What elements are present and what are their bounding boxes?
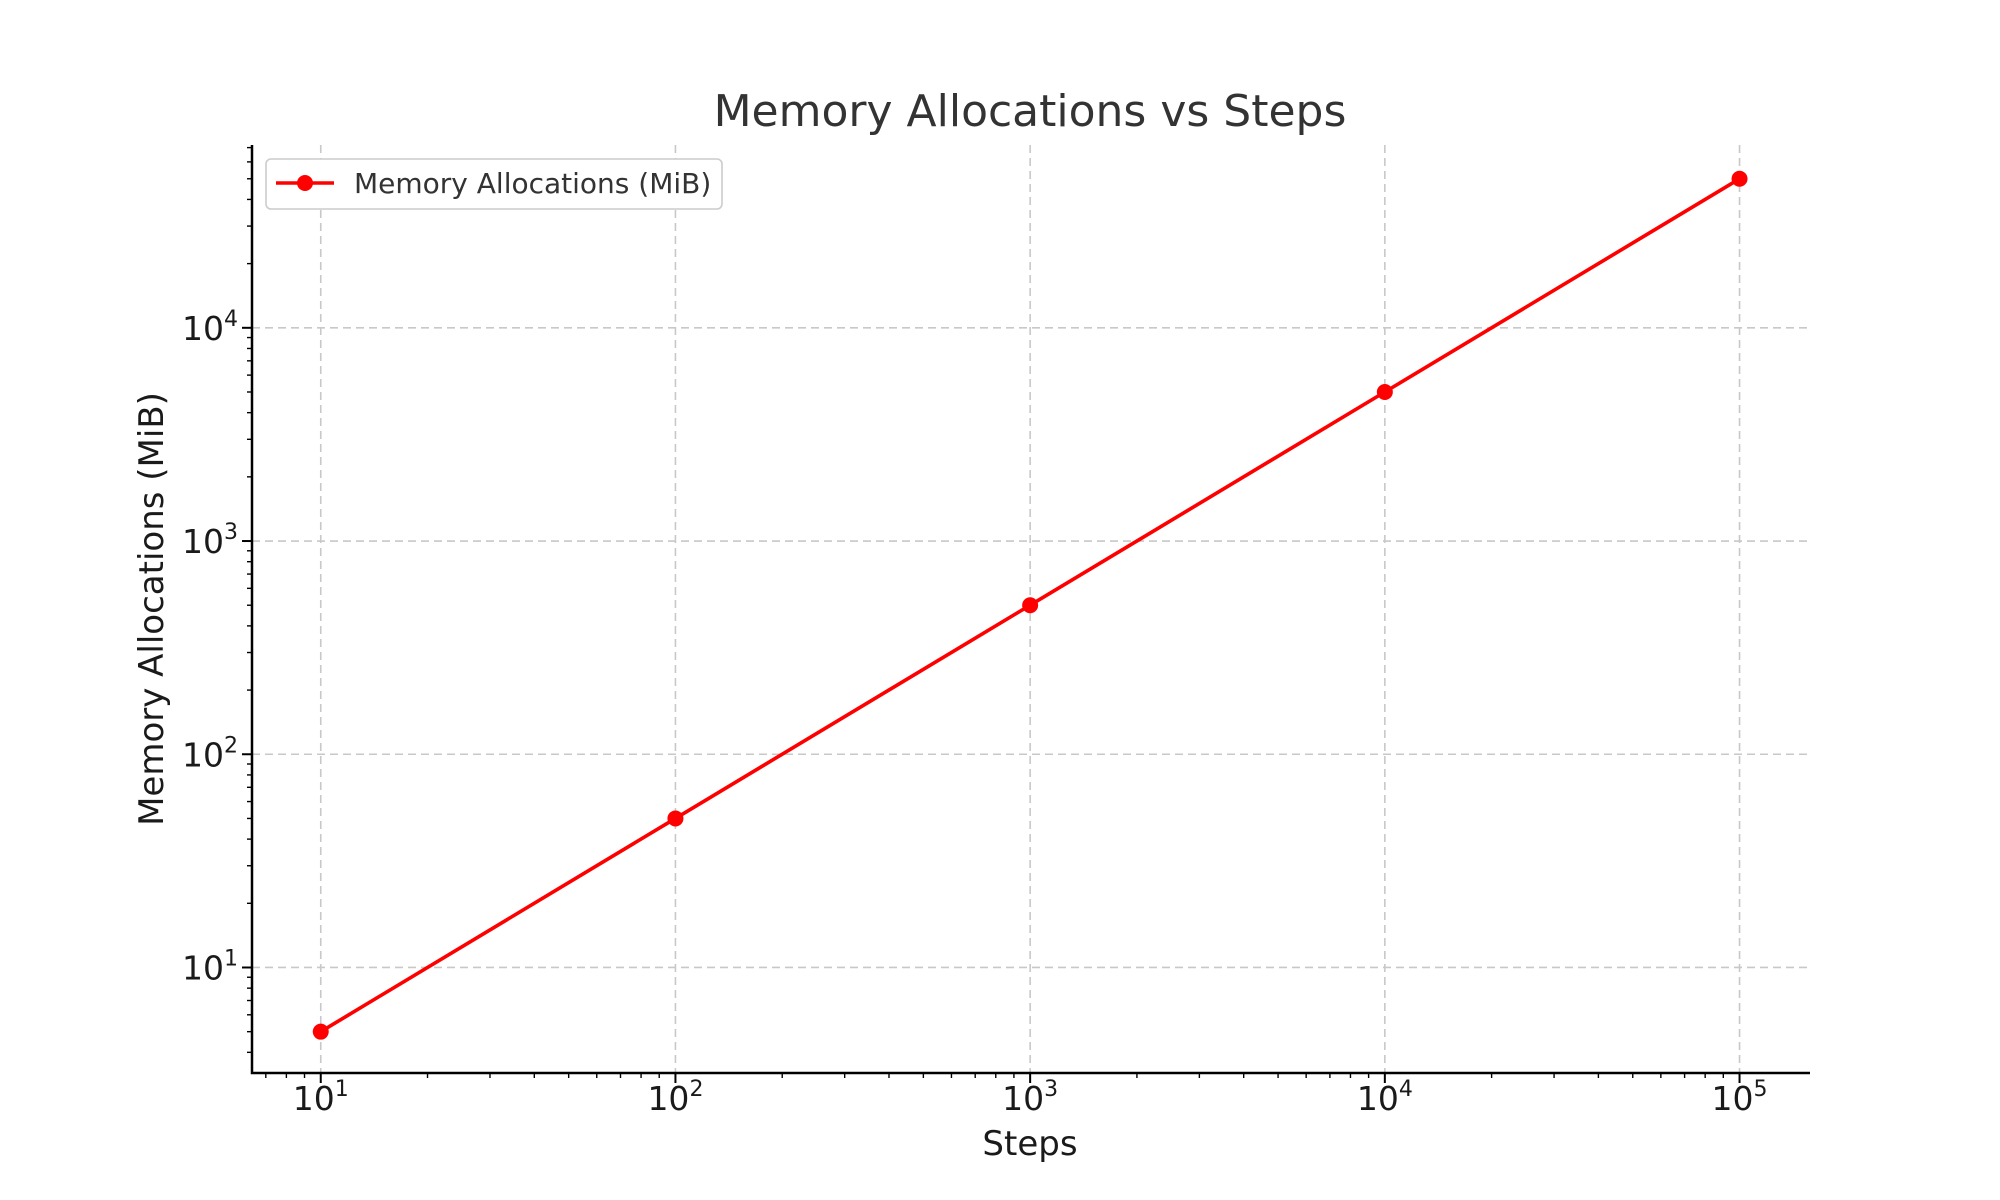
y-tick-label-base: 10 xyxy=(182,522,224,561)
y-tick-label-exponent: 4 xyxy=(224,307,238,332)
grid-lines xyxy=(252,145,1810,1073)
x-tick-label-exponent: 2 xyxy=(689,1077,703,1102)
legend: Memory Allocations (MiB) xyxy=(265,158,723,210)
x-tick-label-exponent: 4 xyxy=(1399,1077,1413,1102)
y-tick-label-exponent: 3 xyxy=(224,520,238,545)
x-tick-label: 102 xyxy=(647,1077,703,1118)
minor-ticks xyxy=(247,146,1725,1078)
y-tick-label: 104 xyxy=(182,307,238,348)
series-layer xyxy=(312,170,1748,1040)
chart-title: Memory Allocations vs Steps xyxy=(714,86,1347,137)
y-tick-label: 102 xyxy=(182,733,238,774)
legend-box xyxy=(265,158,723,210)
y-axis-label: Memory Allocations (MiB) xyxy=(132,392,172,826)
data-point xyxy=(667,810,684,827)
legend-label: Memory Allocations (MiB) xyxy=(354,167,711,200)
x-tick-label-exponent: 5 xyxy=(1754,1077,1768,1102)
data-point xyxy=(1376,383,1393,400)
x-tick-label-exponent: 1 xyxy=(335,1077,349,1102)
data-point xyxy=(312,1023,329,1040)
y-tick-label: 101 xyxy=(182,946,238,987)
y-tick-label-base: 10 xyxy=(182,735,224,774)
x-tick-label: 104 xyxy=(1357,1077,1413,1118)
y-tick-label-base: 10 xyxy=(182,309,224,348)
y-tick-label-base: 10 xyxy=(182,948,224,987)
x-axis-ticks: 101 102 103 104 105 xyxy=(293,1073,1768,1118)
x-tick-label: 103 xyxy=(1002,1077,1058,1118)
x-tick-label-base: 10 xyxy=(1712,1079,1754,1118)
x-tick-label-base: 10 xyxy=(1357,1079,1399,1118)
x-tick-label-base: 10 xyxy=(647,1079,689,1118)
x-axis-label: Steps xyxy=(982,1124,1077,1164)
y-tick-label-exponent: 2 xyxy=(224,733,238,758)
legend-marker-swatch xyxy=(297,175,313,191)
x-tick-label-exponent: 3 xyxy=(1044,1077,1058,1102)
x-tick-label: 105 xyxy=(1712,1077,1768,1118)
data-point xyxy=(1022,597,1039,614)
y-tick-label-exponent: 1 xyxy=(224,946,238,971)
plot-axes xyxy=(250,145,1810,1075)
y-tick-label: 103 xyxy=(182,520,238,561)
x-tick-label-base: 10 xyxy=(293,1079,335,1118)
data-point xyxy=(1731,170,1748,187)
x-tick-label-base: 10 xyxy=(1002,1079,1044,1118)
x-tick-label: 101 xyxy=(293,1077,349,1118)
